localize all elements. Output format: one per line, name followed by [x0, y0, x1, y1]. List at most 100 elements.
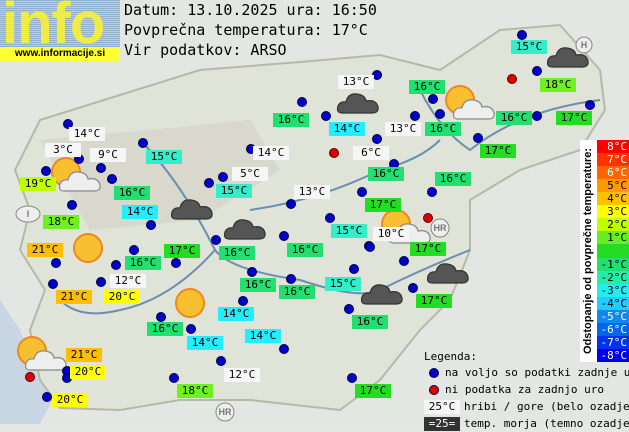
station-temperature[interactable]: 19°C [20, 177, 56, 191]
station-temperature[interactable]: 20°C [52, 393, 88, 407]
station-temperature[interactable]: 17°C [410, 242, 446, 256]
station-dot[interactable] [51, 258, 61, 268]
station-dot[interactable] [63, 119, 73, 129]
station-dot[interactable] [517, 30, 527, 40]
station-dot[interactable] [247, 267, 257, 277]
station-dot-missing[interactable] [423, 213, 433, 223]
station-temperature[interactable]: 16°C [147, 322, 183, 336]
station-temperature[interactable]: 6°C [353, 146, 389, 160]
station-temperature[interactable]: 16°C [273, 113, 309, 127]
station-dot[interactable] [96, 163, 106, 173]
station-temperature[interactable]: 16°C [409, 80, 445, 94]
station-dot[interactable] [349, 264, 359, 274]
station-temperature[interactable]: 17°C [480, 144, 516, 158]
station-temperature[interactable]: 18°C [43, 215, 79, 229]
station-temperature[interactable]: 13°C [338, 75, 374, 89]
station-dot[interactable] [408, 283, 418, 293]
station-dot[interactable] [146, 220, 156, 230]
station-dot[interactable] [111, 260, 121, 270]
station-temperature[interactable]: 14°C [253, 146, 289, 160]
station-dot[interactable] [344, 304, 354, 314]
station-dot-missing[interactable] [25, 372, 35, 382]
station-temperature[interactable]: 16°C [125, 256, 161, 270]
station-dot-missing[interactable] [507, 74, 517, 84]
station-temperature[interactable]: 15°C [325, 277, 361, 291]
station-dot[interactable] [279, 231, 289, 241]
station-temperature[interactable]: 10°C [373, 227, 409, 241]
station-dot[interactable] [211, 235, 221, 245]
station-dot[interactable] [365, 242, 375, 252]
station-temperature[interactable]: 18°C [177, 384, 213, 398]
station-temperature[interactable]: 21°C [27, 243, 63, 257]
station-dot[interactable] [410, 111, 420, 121]
station-temperature[interactable]: 16°C [219, 246, 255, 260]
station-dot[interactable] [585, 100, 595, 110]
station-temperature[interactable]: 20°C [104, 290, 140, 304]
station-temperature[interactable]: 16°C [425, 122, 461, 136]
station-dot[interactable] [204, 178, 214, 188]
station-dot[interactable] [532, 111, 542, 121]
station-temperature[interactable]: 18°C [540, 78, 576, 92]
station-temperature[interactable]: 5°C [232, 167, 268, 181]
station-temperature[interactable]: 17°C [416, 294, 452, 308]
station-temperature[interactable]: 13°C [385, 122, 421, 136]
station-dot[interactable] [321, 111, 331, 121]
station-dot[interactable] [297, 97, 307, 107]
station-dot[interactable] [186, 324, 196, 334]
station-temperature[interactable]: 14°C [329, 122, 365, 136]
station-temperature[interactable]: 16°C [435, 172, 471, 186]
station-temperature[interactable]: 17°C [355, 384, 391, 398]
station-temperature[interactable]: 14°C [69, 127, 105, 141]
station-dot[interactable] [325, 213, 335, 223]
station-dot[interactable] [129, 245, 139, 255]
station-temperature[interactable]: 14°C [187, 336, 223, 350]
station-dot[interactable] [107, 174, 117, 184]
station-dot[interactable] [238, 296, 248, 306]
station-temperature[interactable]: 14°C [218, 307, 254, 321]
station-dot[interactable] [286, 274, 296, 284]
station-dot[interactable] [96, 277, 106, 287]
station-temperature[interactable]: 15°C [216, 184, 252, 198]
station-dot[interactable] [171, 258, 181, 268]
station-dot[interactable] [427, 187, 437, 197]
station-dot[interactable] [357, 187, 367, 197]
station-temperature[interactable]: 15°C [146, 150, 182, 164]
station-dot[interactable] [372, 134, 382, 144]
station-temperature[interactable]: 9°C [90, 148, 126, 162]
station-dot[interactable] [399, 256, 409, 266]
station-temperature[interactable]: 16°C [287, 243, 323, 257]
station-temperature[interactable]: 20°C [70, 365, 106, 379]
station-dot-missing[interactable] [329, 148, 339, 158]
station-temperature[interactable]: 17°C [556, 111, 592, 125]
station-temperature[interactable]: 16°C [240, 278, 276, 292]
station-dot[interactable] [42, 392, 52, 402]
station-temperature[interactable]: 14°C [245, 329, 281, 343]
station-temperature[interactable]: 3°C [45, 143, 81, 157]
station-dot[interactable] [48, 279, 58, 289]
station-dot[interactable] [286, 199, 296, 209]
station-dot[interactable] [473, 133, 483, 143]
station-dot[interactable] [428, 94, 438, 104]
station-temperature[interactable]: 16°C [114, 186, 150, 200]
station-dot[interactable] [156, 312, 166, 322]
station-dot[interactable] [67, 200, 77, 210]
station-dot[interactable] [218, 172, 228, 182]
station-dot[interactable] [216, 356, 226, 366]
station-temperature[interactable]: 15°C [511, 40, 547, 54]
station-dot[interactable] [435, 109, 445, 119]
station-temperature[interactable]: 14°C [122, 205, 158, 219]
logo[interactable]: info www.informacije.si [0, 0, 120, 61]
station-temperature[interactable]: 17°C [164, 244, 200, 258]
station-temperature[interactable]: 16°C [279, 285, 315, 299]
station-temperature[interactable]: 12°C [224, 368, 260, 382]
station-dot[interactable] [138, 138, 148, 148]
logo-url[interactable]: www.informacije.si [0, 47, 120, 61]
station-temperature[interactable]: 13°C [294, 185, 330, 199]
station-temperature[interactable]: 15°C [331, 224, 367, 238]
station-temperature[interactable]: 16°C [368, 167, 404, 181]
station-dot[interactable] [347, 373, 357, 383]
station-temperature[interactable]: 16°C [496, 111, 532, 125]
station-temperature[interactable]: 17°C [365, 198, 401, 212]
station-temperature[interactable]: 21°C [56, 290, 92, 304]
station-dot[interactable] [279, 344, 289, 354]
